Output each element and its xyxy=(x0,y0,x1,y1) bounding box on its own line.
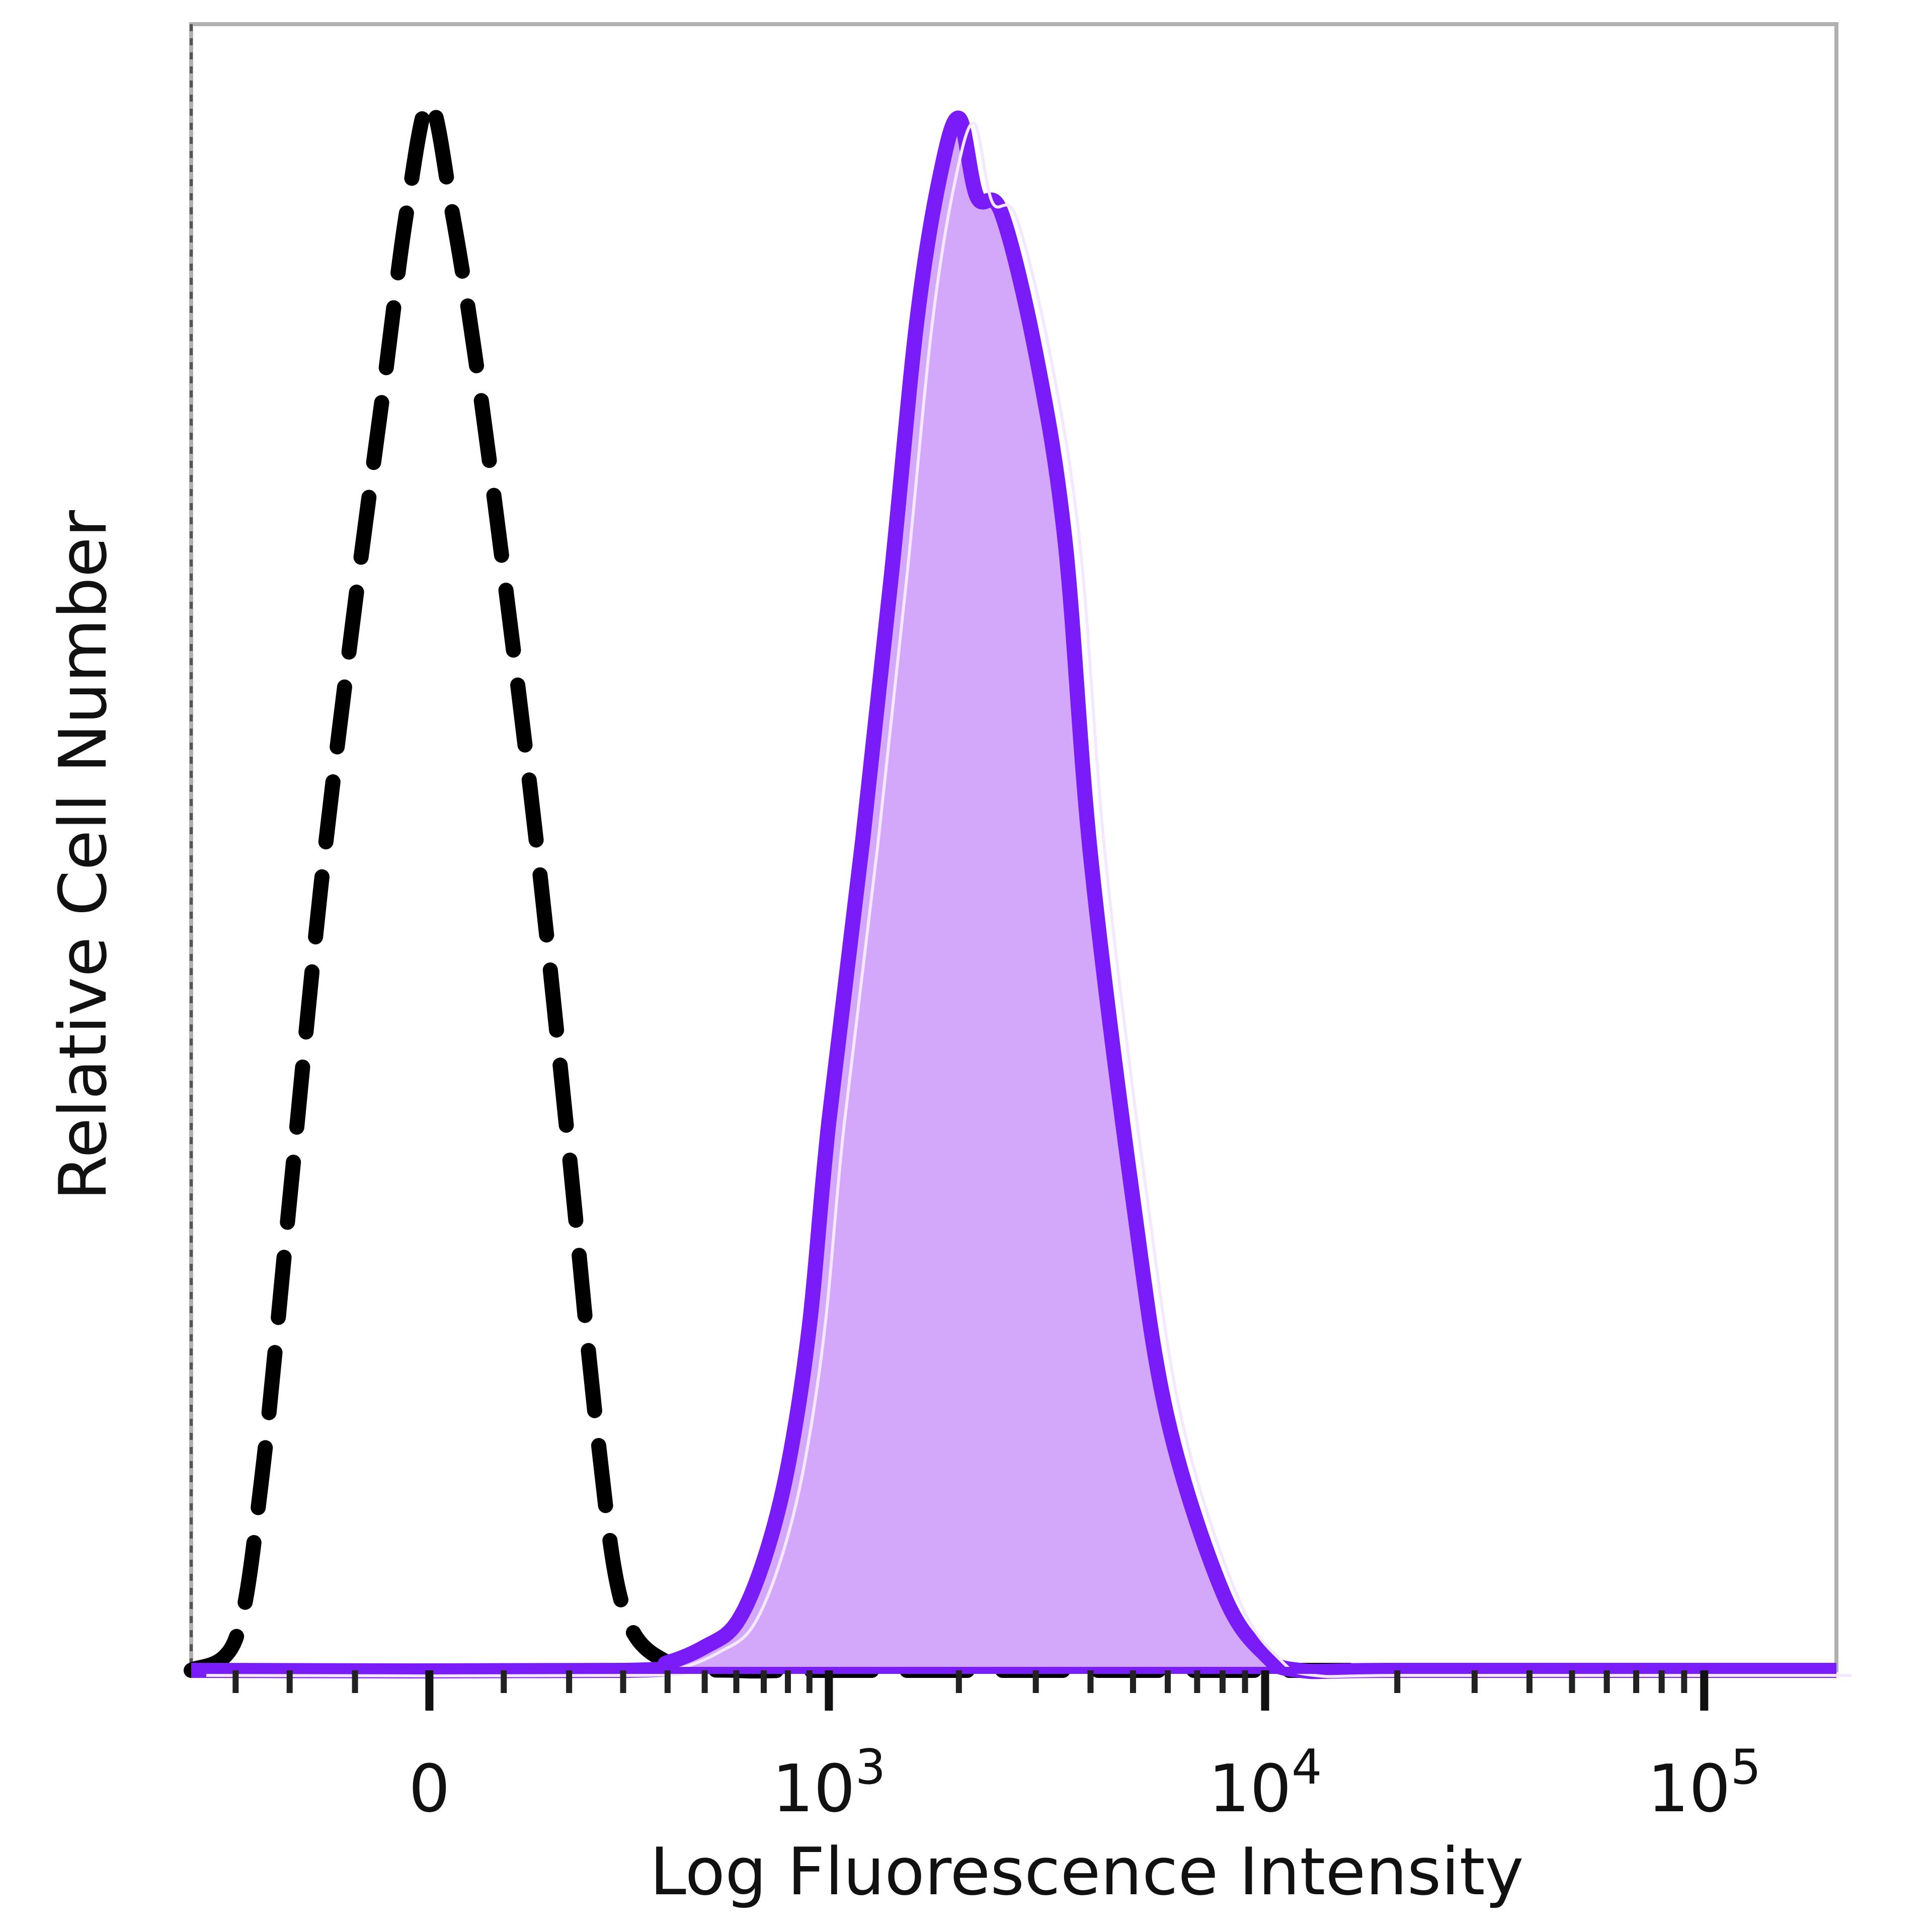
x-tick-label: 104 xyxy=(1209,1740,1322,1827)
x-tick-label: 103 xyxy=(772,1740,886,1827)
series-filled-inner-edge xyxy=(206,121,1852,1678)
y-axis-label: Relative Cell Number xyxy=(45,510,121,1200)
x-tick-exponent: 3 xyxy=(855,1740,886,1795)
x-axis-label: Log Fluorescence Intensity xyxy=(650,1833,1523,1910)
x-tick-label: 105 xyxy=(1647,1740,1761,1827)
x-axis-ticks: 0 103 104 105 xyxy=(232,1670,1761,1827)
x-tick-exponent: 5 xyxy=(1731,1740,1761,1795)
series-filled-outline xyxy=(191,110,1836,1679)
plot-area xyxy=(184,22,1852,1679)
x-tick-label: 0 xyxy=(409,1750,450,1827)
x-tick-exponent: 4 xyxy=(1292,1740,1322,1795)
series-filled-area xyxy=(191,118,1836,1672)
